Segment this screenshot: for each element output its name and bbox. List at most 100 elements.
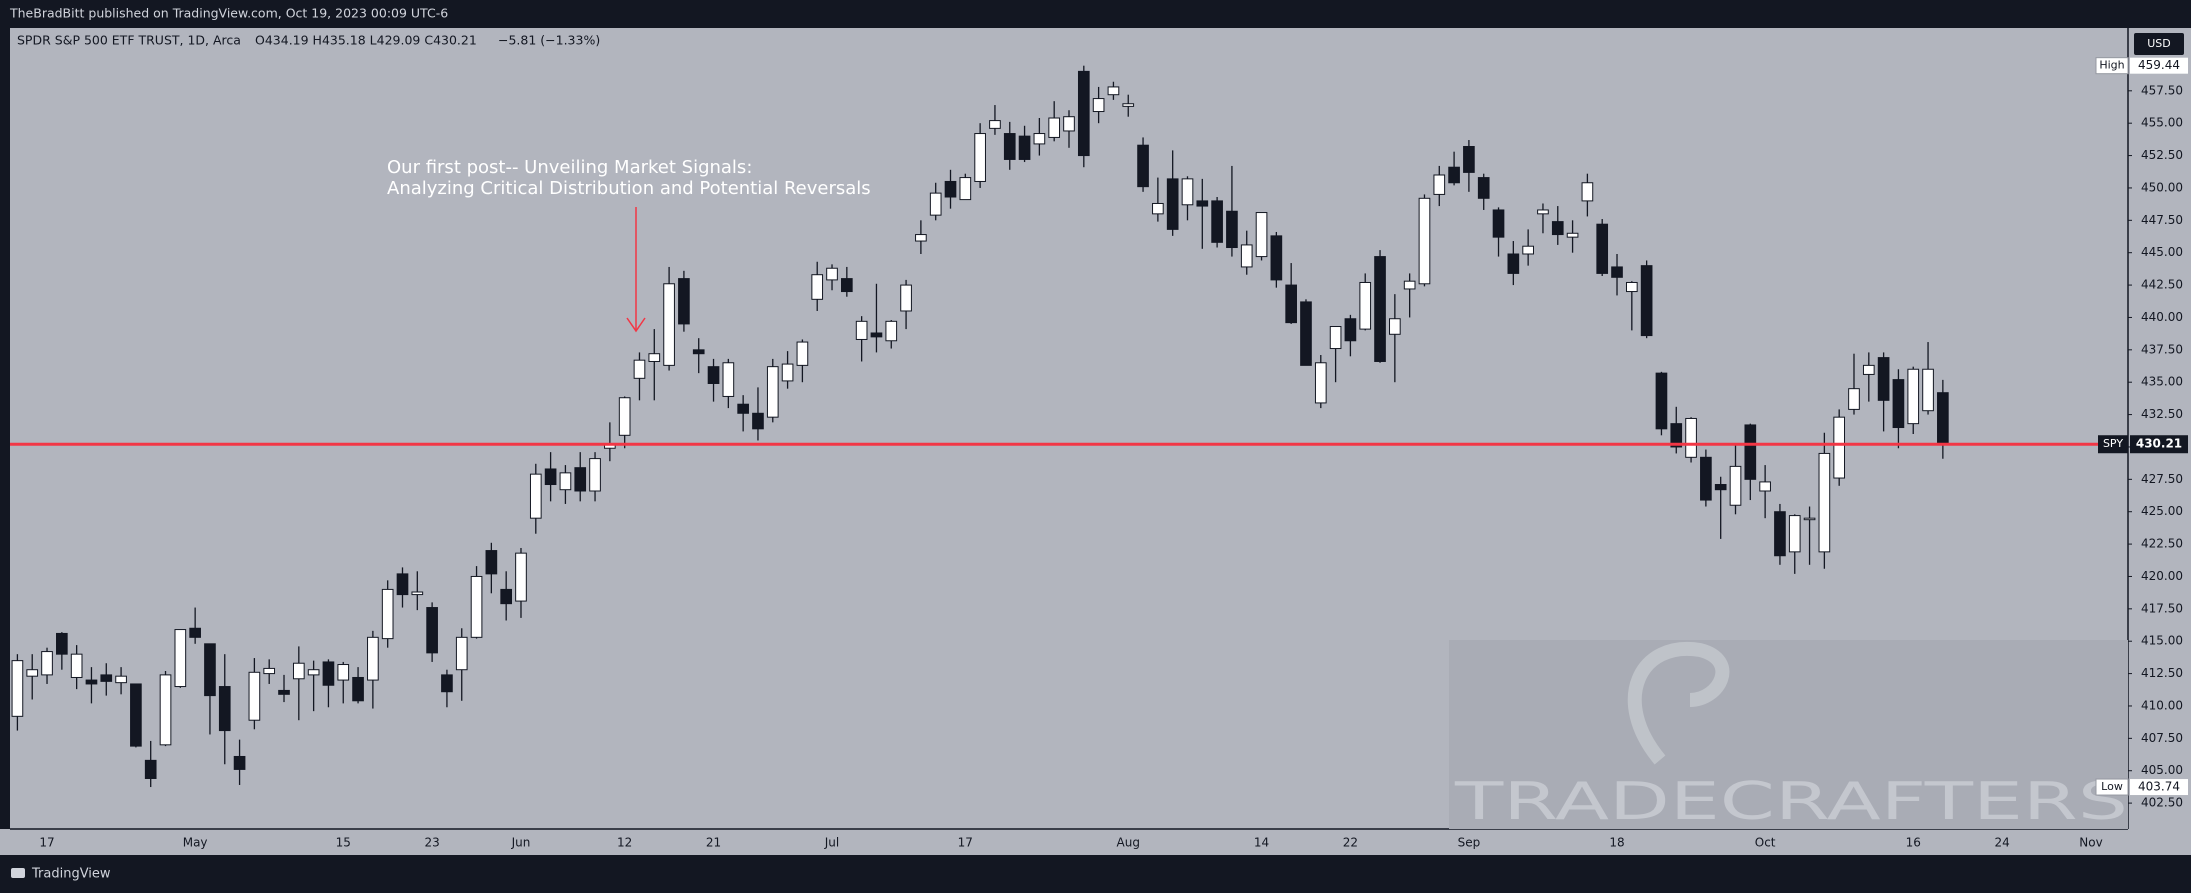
candle-body xyxy=(85,679,98,685)
candle-body xyxy=(100,674,113,682)
candle-body xyxy=(1492,209,1505,238)
candle-body xyxy=(292,662,305,680)
candle-body xyxy=(1077,70,1090,157)
candle-body xyxy=(559,472,572,491)
candle-body xyxy=(692,349,705,355)
candle-body xyxy=(26,669,39,677)
candle-body xyxy=(1640,265,1653,337)
candle-body xyxy=(115,675,127,684)
x-tick-label: May xyxy=(183,836,208,850)
currency: USD xyxy=(2147,37,2171,50)
candle-body xyxy=(515,552,527,602)
x-tick-label: 12 xyxy=(617,836,632,850)
watermark-text: TRADECRAFTERS xyxy=(1453,772,2128,832)
candle-body xyxy=(1611,266,1623,278)
candle-body xyxy=(441,674,453,693)
y-tick-label: 437.50 xyxy=(2141,342,2183,356)
x-tick-label: Jun xyxy=(511,836,531,850)
candle-body xyxy=(1226,210,1238,249)
currency-box xyxy=(2134,33,2184,55)
footer-logo: TradingView xyxy=(11,867,111,882)
candle-body xyxy=(70,653,83,678)
x-tick-label: 17 xyxy=(958,836,973,850)
candle-body xyxy=(426,607,438,654)
y-tick-label: 412.50 xyxy=(2141,666,2183,680)
candle-body xyxy=(218,686,231,732)
marker-value-box xyxy=(2130,57,2188,74)
candle-body xyxy=(233,755,246,770)
candle-body xyxy=(589,458,601,492)
candle-body xyxy=(1433,174,1446,195)
candle-body xyxy=(1625,281,1638,293)
candle-body xyxy=(1818,452,1831,553)
candle-body xyxy=(1344,318,1357,342)
candle-body xyxy=(855,320,868,340)
candle-body xyxy=(959,177,972,201)
candle-body xyxy=(1566,232,1579,238)
y-tick-label: 450.00 xyxy=(2141,180,2183,194)
candle-body xyxy=(974,133,986,182)
marker-value: 403.74 xyxy=(2138,780,2180,794)
watermark-box xyxy=(1449,640,2128,829)
y-tick-label: 405.00 xyxy=(2141,763,2183,777)
candle-body xyxy=(1211,200,1223,243)
candle-body xyxy=(1803,517,1816,521)
candle-body xyxy=(1507,253,1520,274)
candle-body xyxy=(470,575,483,638)
candle-body xyxy=(500,588,513,605)
x-tick-label: 22 xyxy=(1343,836,1358,850)
x-tick-label: Aug xyxy=(1117,836,1140,850)
candle-body xyxy=(1892,379,1905,429)
x-tick-label: Nov xyxy=(2079,836,2102,850)
annotation-arrowhead xyxy=(626,317,646,333)
marker-tag xyxy=(2095,778,2129,796)
candle-body xyxy=(796,341,809,366)
candle-body xyxy=(1003,133,1016,160)
candle-body xyxy=(1314,362,1327,404)
legend-ohlc: O434.19 H435.18 L429.09 C430.21 xyxy=(255,33,477,48)
candle-body xyxy=(737,403,749,414)
candle-body xyxy=(1788,515,1801,553)
candle-body xyxy=(307,669,320,676)
candle-body xyxy=(885,320,898,342)
candle-body xyxy=(1685,417,1697,458)
candle-body xyxy=(278,689,290,695)
candle-body xyxy=(56,632,68,655)
y-tick-label: 445.00 xyxy=(2141,245,2183,259)
candle-body xyxy=(1714,484,1727,491)
candle-body xyxy=(455,636,468,671)
candle-body xyxy=(189,627,201,638)
candle-body xyxy=(1448,166,1460,184)
candle-body xyxy=(174,629,187,688)
y-tick-label: 442.50 xyxy=(2141,278,2183,292)
marker-name: Low xyxy=(2101,780,2123,793)
marker-value-box xyxy=(2130,779,2188,796)
y-tick-label: 457.50 xyxy=(2141,83,2183,97)
candle-body xyxy=(41,651,53,676)
candle-body xyxy=(1759,481,1771,492)
candle-body xyxy=(1240,244,1253,268)
candle-body xyxy=(1700,456,1712,501)
candle-body xyxy=(1374,256,1386,362)
candle-body xyxy=(1166,178,1179,230)
candle-body xyxy=(944,180,957,198)
price-label: 430.21 xyxy=(2136,437,2182,451)
candle-body xyxy=(826,267,838,281)
legend-symbol: SPDR S&P 500 ETF TRUST, 1D, Arca xyxy=(17,33,241,48)
y-tick-label: 422.50 xyxy=(2141,537,2183,551)
x-tick-label: 16 xyxy=(1906,836,1921,850)
candle-body xyxy=(204,643,216,697)
candle-body xyxy=(781,363,794,382)
candle-body xyxy=(1848,388,1860,410)
candle-body xyxy=(1329,326,1342,350)
candle-body xyxy=(1477,177,1490,199)
y-tick-label: 455.00 xyxy=(2141,116,2183,130)
candle-body xyxy=(811,274,824,300)
footer-brand: TradingView xyxy=(31,867,111,882)
candle-body xyxy=(485,550,498,575)
x-tick-label: 24 xyxy=(1994,836,2009,850)
candle-body xyxy=(1285,284,1297,324)
y-tick-label: 407.50 xyxy=(2141,731,2183,745)
candle-body xyxy=(1670,423,1683,448)
candle-body xyxy=(1018,135,1031,160)
